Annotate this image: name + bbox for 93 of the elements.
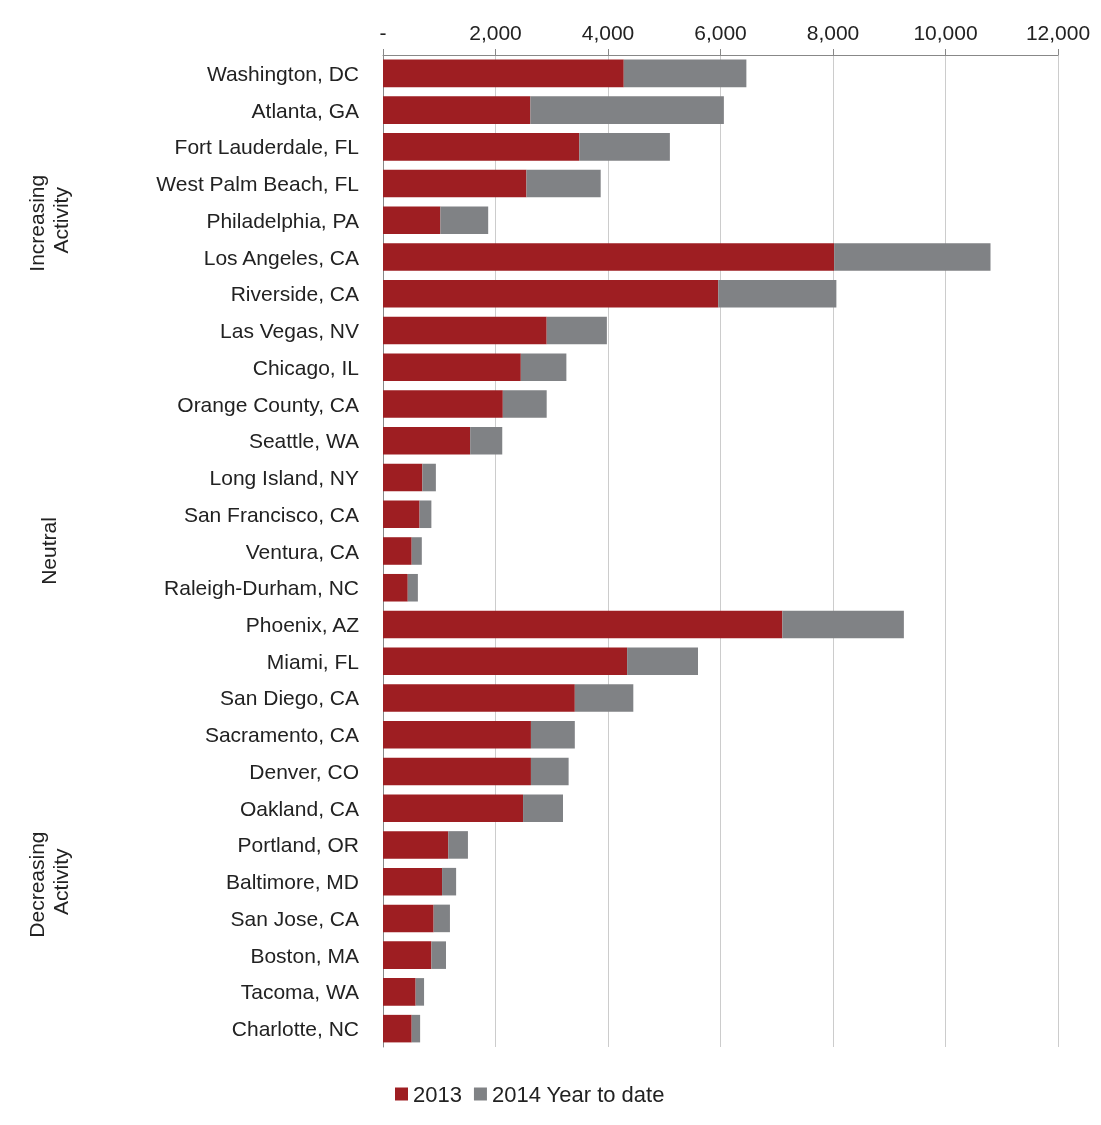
bar <box>442 867 457 896</box>
y-tick-label: Atlanta, GA <box>251 98 359 122</box>
bar <box>411 537 422 565</box>
bar <box>530 720 575 749</box>
bar <box>383 978 416 1006</box>
y-tick-label: Charlotte, NC <box>231 1017 359 1041</box>
y-tick-label: Portland, OR <box>237 833 359 857</box>
y-tick-label: Ventura, CA <box>245 539 359 563</box>
y-tick-label: Washington, DC <box>206 61 359 85</box>
bar <box>383 169 527 198</box>
bar <box>502 390 547 418</box>
bar <box>383 500 420 529</box>
bar <box>422 463 436 492</box>
bar <box>448 831 468 859</box>
bar <box>718 280 837 308</box>
bar <box>383 537 412 565</box>
bar <box>834 243 991 271</box>
legend-label: 2013 <box>413 1081 462 1107</box>
x-tick-label: 10,000 <box>913 21 978 44</box>
y-tick-label: Orange County, CA <box>177 392 359 416</box>
bar <box>383 904 434 933</box>
bar <box>383 390 503 418</box>
bar <box>383 794 524 822</box>
bar <box>470 427 503 455</box>
x-tick-label: 8,000 <box>806 21 860 44</box>
bar <box>383 831 449 859</box>
y-tick-label: San Jose, CA <box>230 906 359 930</box>
bar <box>526 169 601 198</box>
bar <box>782 610 904 639</box>
bar <box>383 96 531 124</box>
y-tick-label: Chicago, IL <box>252 355 359 379</box>
y-tick-label: Tacoma, WA <box>240 980 359 1004</box>
text: Increasing Activity <box>24 168 72 272</box>
y-tick-label: West Palm Beach, FL <box>156 172 359 196</box>
x-tick-label: 2,000 <box>469 21 522 44</box>
y-tick-label: Sacramento, CA <box>204 723 359 747</box>
bar <box>383 353 521 382</box>
y-tick-label: Los Angeles, CA <box>203 245 359 269</box>
bar <box>415 978 425 1006</box>
bar <box>383 427 471 455</box>
bar <box>407 573 418 602</box>
bar <box>419 500 432 529</box>
bar <box>431 941 446 969</box>
bar <box>383 647 628 675</box>
bar <box>383 463 423 492</box>
bar <box>383 316 547 345</box>
y-tick-label: Miami, FL <box>266 649 359 673</box>
bar <box>383 610 783 639</box>
bar <box>383 59 624 88</box>
bar <box>383 280 719 308</box>
y-tick-label: Oakland, CA <box>239 796 359 820</box>
bar <box>411 1014 421 1043</box>
y-tick-label: Denver, CO <box>249 759 359 783</box>
bar <box>574 684 634 712</box>
x-tick-label: 12,000 <box>1025 21 1091 44</box>
bar <box>627 647 698 675</box>
y-tick-label: Las Vegas, NV <box>220 319 359 343</box>
x-tick-label: 6,000 <box>694 21 747 44</box>
bar <box>546 316 607 345</box>
y-tick-label: Raleigh-Durham, NC <box>164 576 359 600</box>
bar <box>383 684 575 712</box>
bar <box>579 133 670 161</box>
bar <box>383 243 835 271</box>
y-tick-label: Riverside, CA <box>230 282 359 306</box>
y-tick-label: Phoenix, AZ <box>245 612 360 636</box>
bar <box>383 720 531 749</box>
bar <box>383 206 441 235</box>
bar <box>440 206 489 235</box>
bar <box>523 794 563 822</box>
y-tick-label: Seattle, WA <box>248 429 359 453</box>
bar <box>530 757 569 786</box>
bar <box>623 59 747 88</box>
legend-label: 2014 Year to date <box>491 1081 665 1107</box>
bar <box>383 133 580 161</box>
text: Decreasing Activity <box>24 825 72 938</box>
bar <box>383 867 443 896</box>
bar <box>520 353 567 382</box>
bar <box>383 573 408 602</box>
bar <box>383 757 531 786</box>
x-tick-label: 4,000 <box>581 21 635 44</box>
y-tick-label: Baltimore, MD <box>225 870 359 894</box>
bar <box>433 904 450 933</box>
y-tick-label: Philadelphia, PA <box>206 208 359 232</box>
y-tick-label: Boston, MA <box>250 943 359 967</box>
text: Neutral <box>36 517 60 585</box>
bar <box>530 96 724 124</box>
y-tick-label: Long Island, NY <box>209 466 359 490</box>
x-tick-label: - <box>379 21 387 44</box>
bar <box>383 1014 412 1043</box>
y-tick-label: San Francisco, CA <box>183 502 359 526</box>
y-tick-label: San Diego, CA <box>220 686 359 710</box>
bar <box>383 941 432 969</box>
y-tick-label: Fort Lauderdale, FL <box>174 135 359 159</box>
